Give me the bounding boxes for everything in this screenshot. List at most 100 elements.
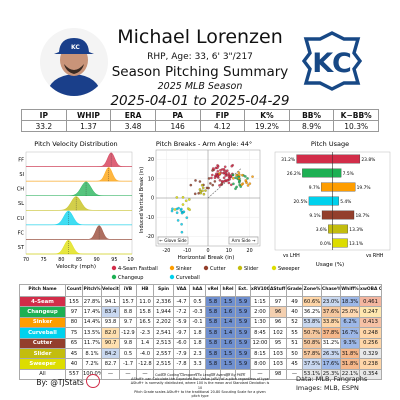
break-xtick-label: -20 bbox=[162, 248, 170, 254]
velocity-row-label: CU bbox=[17, 216, 24, 222]
pitch-table-cell: 1.6 bbox=[220, 306, 236, 318]
break-point-4-seam bbox=[229, 174, 232, 178]
footer-note-line: Pitch Grade scales ΔStuff+ to the tradit… bbox=[134, 389, 266, 399]
stat-header: WHIP bbox=[65, 109, 112, 121]
summary-value-row: 33.2 1.37 3.48 146 4.12 19.2% 8.9% 10.3% bbox=[21, 120, 379, 132]
usage-bar-rhh bbox=[332, 196, 339, 206]
pitch-table-cell: 7.2% bbox=[82, 358, 102, 370]
pitch-table-cell: 94.1 bbox=[101, 295, 120, 308]
break-point-cutter bbox=[211, 169, 214, 172]
break-point-4-seam bbox=[225, 169, 229, 173]
pitch-table-cell: 98 bbox=[269, 368, 287, 381]
break-point-curveball bbox=[170, 209, 174, 213]
pitch-table-cell: -5.9 bbox=[173, 316, 190, 329]
pitch-table-row: All 557 100.0% — — — — — — — — — —98—53.1% 25.3% 22.1%… bbox=[19, 368, 382, 381]
break-ytick-label: -20 bbox=[146, 234, 154, 240]
break-point-4-seam bbox=[211, 173, 214, 177]
pitch-table-header: hAA bbox=[189, 284, 206, 297]
pitch-name-cell: 4-Seam bbox=[19, 295, 66, 308]
pitch-table-cell: 2,541 bbox=[153, 327, 174, 339]
usage-label-rhh: 19.7% bbox=[357, 185, 371, 191]
pitch-name-cell: Curveball bbox=[19, 327, 66, 339]
pitch-table-cell: 5.9 bbox=[235, 337, 251, 349]
pitch-table-cell: 5.8 bbox=[205, 327, 221, 339]
pitch-table-cell: 31.8% bbox=[340, 358, 360, 370]
footer-note-line: ΔStuff+ can Calculate the Expected Run V… bbox=[131, 377, 269, 382]
pitch-table-cell: 11.7% bbox=[82, 337, 102, 349]
pitch-table-cell: -4.0 bbox=[136, 347, 154, 360]
stat-header: PA bbox=[154, 109, 201, 121]
footer-note-line: ΔStuff+ is normally distributed, where 1… bbox=[130, 381, 270, 390]
break-point-sinker bbox=[237, 177, 241, 180]
break-point-cutter bbox=[211, 183, 214, 187]
pitch-table-header: Velocity bbox=[101, 284, 120, 297]
usage-label-rhh: 7.5% bbox=[343, 171, 354, 177]
usage-bar-rhh bbox=[332, 210, 355, 220]
break-point-cutter bbox=[209, 182, 212, 185]
break-point-sinker bbox=[232, 177, 235, 180]
break-point-sweeper bbox=[184, 199, 188, 203]
pitch-table-row: Slider 45 8.1% 84.2 0.5 -4.0 2,557 -7.9 2.3 5.8 1.… bbox=[19, 347, 382, 360]
pitch-table-cell: 1:15 bbox=[250, 295, 270, 308]
break-point-curveball bbox=[171, 207, 174, 211]
pitch-table-cell: 52 bbox=[286, 316, 303, 329]
pitch-table-cell: 5.8 bbox=[205, 347, 221, 360]
stat-header: BB% bbox=[288, 109, 335, 121]
image-source: Images: MLB, ESPN bbox=[296, 384, 359, 392]
pitch-table-cell: 1.5 bbox=[220, 358, 236, 370]
break-xlabel: Horizontal Break (in) bbox=[178, 255, 235, 261]
pitch-table-cell: 2.3 bbox=[189, 347, 206, 360]
data-source: Data: MLB, Fangraphs bbox=[296, 375, 368, 383]
usage-bar-lhh bbox=[308, 196, 333, 206]
velocity-row-label: FF bbox=[18, 157, 24, 163]
pitch-table-cell: 1.8 bbox=[189, 327, 206, 339]
break-ytick-label: 10 bbox=[148, 176, 154, 182]
legend-label: Sinker bbox=[176, 266, 193, 272]
svg-text:KC: KC bbox=[71, 44, 80, 51]
usage-left-label: vs LHH bbox=[283, 253, 300, 259]
stat-header: K% bbox=[244, 109, 290, 121]
pitch-name-cell: Sinker bbox=[19, 316, 66, 329]
pitch-table-cell: -12.8 bbox=[136, 358, 154, 370]
usage-label-lhh: 9.7% bbox=[309, 185, 320, 191]
break-point-4-seam bbox=[219, 168, 222, 172]
pitch-table-cell: 2,557 bbox=[153, 347, 174, 360]
break-xtick-label: -10 bbox=[183, 248, 191, 254]
pitch-table-cell: 103 bbox=[269, 358, 287, 370]
legend-label: Slider bbox=[244, 266, 259, 272]
break-point-changeup bbox=[231, 173, 235, 177]
legend-swatch bbox=[111, 265, 117, 271]
pitch-table-cell: 53.8% bbox=[302, 316, 322, 329]
velocity-tick-label: 90 bbox=[94, 257, 100, 263]
break-point-cutter bbox=[189, 183, 193, 187]
footer-note-line: Colour Coding Compares to League Average… bbox=[155, 373, 245, 377]
pitch-table-cell: 0.248 bbox=[359, 327, 382, 339]
stat-header: IP bbox=[21, 109, 67, 121]
break-point-4-seam bbox=[213, 176, 217, 180]
usage-label-lhh: 31.2% bbox=[281, 157, 295, 163]
pitch-table-cell: 90.7 bbox=[101, 337, 120, 349]
pitch-table-cell: 5.9 bbox=[235, 347, 251, 360]
pitch-table-cell: -4.7 bbox=[173, 295, 190, 308]
usage-label-rhh: 13.3% bbox=[349, 227, 363, 233]
pitch-break-chart: Pitch Breaks - Arm Angle: 44° -20 -10 0 10 2… bbox=[139, 140, 261, 261]
break-point-curveball bbox=[180, 211, 184, 215]
break-point-sinker bbox=[246, 184, 250, 187]
pitch-table-cell: 5.8 bbox=[205, 306, 221, 318]
pitch-table-cell: 14.4% bbox=[82, 316, 102, 329]
pitch-table-cell: 49 bbox=[286, 295, 303, 308]
break-point-4-seam bbox=[222, 176, 226, 180]
break-point-cutter bbox=[193, 192, 197, 196]
break-point-sweeper bbox=[173, 208, 177, 211]
pitch-table-cell: 0.461 bbox=[359, 295, 382, 308]
break-point-changeup bbox=[238, 179, 241, 183]
glove-side-label-box bbox=[157, 236, 189, 245]
break-point-sinker bbox=[245, 181, 248, 185]
break-point-4-seam bbox=[223, 165, 227, 169]
legend-swatch bbox=[169, 265, 175, 271]
pitch-table-cell: 12:00 bbox=[250, 337, 270, 349]
break-point-4-seam bbox=[224, 172, 227, 175]
break-point-slider bbox=[204, 189, 207, 192]
pitch-arsenal-table: Pitch NameCountPitch%VelocityiVBHBSpinVA… bbox=[19, 284, 382, 381]
break-point-sinker bbox=[238, 173, 241, 177]
